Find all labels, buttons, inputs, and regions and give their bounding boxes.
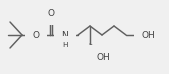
- Text: H: H: [62, 42, 68, 48]
- Text: O: O: [32, 30, 40, 40]
- Text: OH: OH: [141, 30, 155, 40]
- Text: OH: OH: [96, 52, 110, 61]
- Text: O: O: [47, 9, 54, 17]
- Text: N: N: [62, 30, 68, 40]
